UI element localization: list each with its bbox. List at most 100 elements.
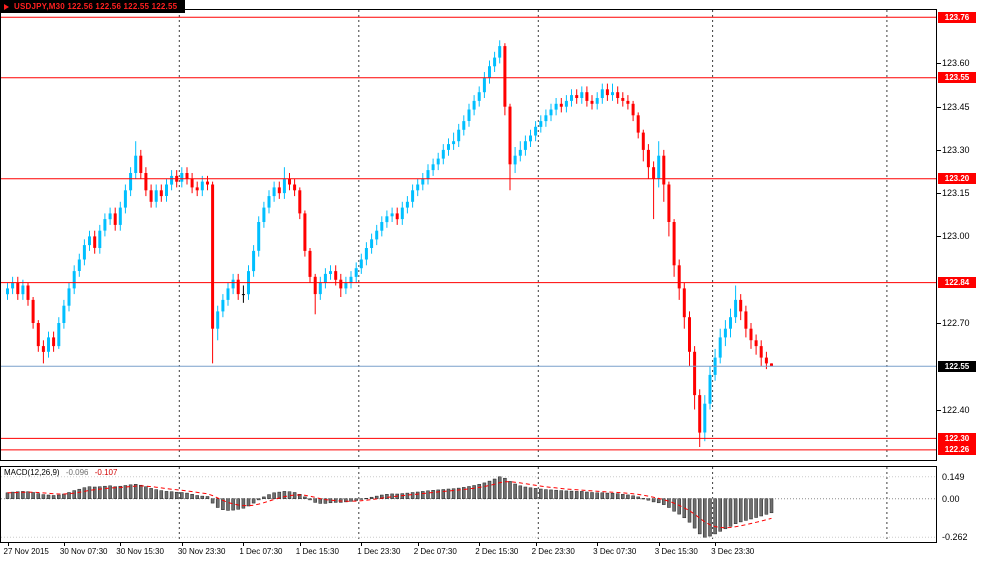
candle-body: [513, 155, 517, 165]
time-tick-mark: [243, 543, 245, 546]
macd-histogram-bar: [277, 491, 282, 499]
macd-histogram-bar: [559, 490, 564, 499]
candle-body: [534, 126, 538, 136]
candle-body: [600, 89, 604, 98]
macd-histogram-bar: [421, 491, 425, 499]
time-tick-mark: [120, 543, 122, 546]
macd-histogram-bar: [272, 492, 276, 499]
candle-body: [231, 279, 235, 289]
macd-histogram-bar: [441, 489, 446, 499]
candle-body: [662, 155, 666, 185]
macd-histogram-bar: [246, 498, 251, 507]
candle-body: [26, 285, 30, 300]
candle-body: [236, 279, 240, 295]
candle-body: [257, 222, 261, 251]
macd-histogram-bar: [62, 493, 66, 499]
candle-body: [395, 213, 399, 220]
candle-body: [149, 190, 153, 202]
macd-histogram-bar: [103, 485, 107, 499]
macd-histogram-bar: [344, 498, 348, 503]
candle-body: [364, 248, 368, 260]
macd-histogram-bar: [364, 498, 369, 500]
time-axis-label: 2 Dec 15:30: [475, 547, 519, 556]
candle-body: [400, 207, 404, 220]
macd-histogram-bar: [380, 494, 384, 499]
time-tick-mark: [715, 543, 717, 546]
current-price-label: 122.55: [938, 360, 976, 372]
macd-histogram-bar: [482, 482, 487, 500]
macd-histogram-bar: [359, 498, 364, 500]
time-axis[interactable]: 27 Nov 2015 30 Nov 07:30 30 Nov 15:30 30 No…: [0, 543, 1000, 561]
candle-body: [339, 279, 343, 289]
macd-chart-canvas[interactable]: [1, 467, 936, 542]
macd-histogram-bar: [713, 498, 717, 535]
macd-histogram-bar: [646, 498, 651, 501]
candle-body: [139, 155, 143, 173]
macd-histogram-bar: [574, 491, 579, 499]
candle-body: [226, 288, 230, 300]
candle-body: [729, 317, 732, 329]
candle-body: [739, 299, 743, 312]
macd-histogram-bar: [303, 496, 307, 499]
candle-body: [185, 173, 189, 179]
candle-body: [36, 323, 40, 347]
macd-histogram-bar: [615, 493, 620, 499]
candle-body: [759, 346, 763, 358]
candle-body: [123, 190, 127, 208]
candle-body: [134, 155, 138, 173]
macd-histogram-bar: [733, 498, 738, 524]
symbol-ohlc-label: USDJPY,M30 122.56 122.56 122.55 122.55: [0, 0, 186, 13]
macd-histogram-bar: [651, 498, 656, 503]
candle-body: [646, 149, 650, 168]
macd-histogram-bar: [298, 494, 302, 499]
symbol-marker-icon: [4, 3, 9, 10]
macd-histogram-bar: [467, 486, 471, 499]
candle-body: [385, 216, 389, 223]
candle-body: [180, 173, 184, 182]
macd-histogram-bar: [349, 498, 353, 502]
macd-histogram-bar: [426, 490, 430, 499]
macd-histogram-bar: [87, 486, 92, 499]
time-tick-mark: [597, 543, 599, 546]
macd-histogram-bar: [528, 487, 533, 499]
candle-body: [554, 103, 558, 110]
macd-histogram-bar: [523, 486, 528, 499]
macd-indicator-name: MACD(12,26,9): [4, 468, 60, 477]
time-axis-label: 1 Dec 15:30: [295, 547, 339, 556]
symbol-ohlc-text: USDJPY,M30 122.56 122.56 122.55 122.55: [14, 2, 178, 11]
macd-histogram-bar: [605, 492, 610, 499]
candle-body: [308, 250, 312, 277]
candle-body: [672, 222, 676, 266]
candle-body: [77, 259, 81, 271]
time-tick-mark: [7, 543, 9, 546]
macd-histogram-bar: [251, 498, 256, 504]
candle-body: [47, 337, 50, 352]
macd-histogram-bar: [10, 491, 15, 499]
price-tick-mark: [937, 63, 941, 65]
candle-body: [200, 181, 204, 191]
macd-histogram-bar: [703, 498, 707, 538]
macd-histogram-bar: [585, 491, 589, 500]
macd-histogram-bar: [67, 492, 71, 499]
candle-body: [441, 149, 445, 159]
candle-body: [498, 46, 502, 58]
level-price-label: 122.84: [938, 277, 976, 289]
macd-histogram-bar: [400, 493, 405, 499]
macd-scale-label: -0.262: [942, 532, 968, 543]
macd-histogram-bar: [323, 498, 328, 504]
macd-histogram-bar: [544, 489, 548, 499]
macd-histogram-bar: [431, 490, 435, 499]
macd-histogram-bar: [164, 491, 169, 499]
time-axis-label: 30 Nov 07:30: [59, 547, 108, 556]
macd-histogram-bar: [92, 486, 97, 499]
price-chart-canvas[interactable]: [1, 10, 936, 460]
macd-histogram-bar: [118, 485, 123, 499]
macd-histogram-bar: [215, 498, 220, 508]
price-axis[interactable]: 123.60 123.45 123.30 123.15 123.00 122.70 122.…: [937, 0, 1000, 561]
candle-body: [590, 100, 594, 104]
price-tick-mark: [937, 193, 941, 195]
candle-body: [605, 89, 609, 96]
macd-histogram-bar: [57, 494, 61, 499]
macd-histogram-bar: [123, 485, 128, 499]
candle-body: [754, 340, 758, 347]
